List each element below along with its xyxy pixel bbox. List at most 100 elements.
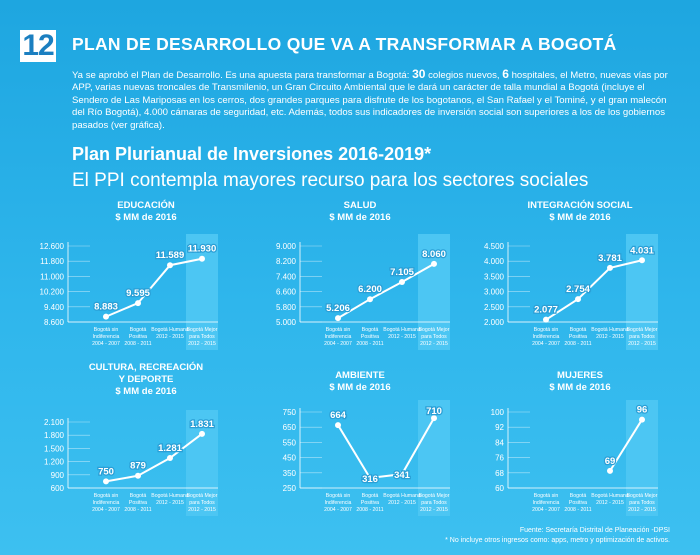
highlight-panel	[626, 234, 658, 350]
chart-title-line: MUJERES	[557, 370, 603, 381]
chart-title-line: INTEGRACIÓN SOCIAL	[527, 199, 632, 211]
x-category-label: Positiva	[129, 334, 147, 340]
section-title: Plan Plurianual de Inversiones 2016-2019…	[72, 144, 432, 164]
x-category-label: Indiferencia	[93, 500, 120, 506]
y-tick-label: 84	[495, 438, 504, 447]
highlight-panel	[186, 234, 218, 350]
data-point	[639, 416, 645, 423]
x-category-label: Bogotá sin	[326, 493, 351, 499]
x-category-label: Bogotá Mejor	[187, 493, 218, 499]
y-tick-label: 8.200	[276, 257, 297, 266]
x-category-label: 2004 - 2007	[324, 341, 352, 347]
intro-text-rest: hospitales, el Metro, nuevas vías por AP…	[72, 70, 668, 131]
x-category-label: Bogotá	[130, 327, 147, 333]
y-tick-label: 9.000	[276, 242, 297, 251]
data-value-label: 1.281	[158, 443, 182, 454]
y-tick-label: 11.800	[40, 257, 64, 266]
data-value-label: 710	[426, 406, 442, 417]
x-category-label: 2012 - 2015	[188, 507, 216, 513]
x-category-label: 2008 - 2011	[564, 341, 591, 347]
page-title: PLAN DE DESARROLLO QUE VA A TRANSFORMAR …	[72, 34, 617, 54]
x-category-label: Bogotá Humana	[591, 327, 629, 333]
x-category-label: para Todos	[421, 500, 447, 506]
x-category-label: Positiva	[361, 500, 379, 506]
x-category-label: Indiferencia	[93, 334, 120, 340]
series-line	[105, 257, 203, 318]
data-point	[431, 260, 437, 267]
data-value-label: 316	[362, 474, 378, 485]
y-tick-label: 3.500	[484, 272, 505, 281]
x-category-label: para Todos	[629, 500, 655, 506]
x-category-label: Bogotá sin	[94, 493, 119, 499]
x-category-label: Bogotá	[362, 327, 379, 333]
chart-title-line: SALUD	[344, 200, 377, 211]
x-category-label: para Todos	[189, 500, 215, 506]
intro-paragraph: Ya se aprobó el Plan de Desarrollo. Es u…	[72, 68, 672, 132]
x-category-label: Bogotá Mejor	[419, 327, 450, 333]
x-category-label: 2008 - 2011	[564, 507, 591, 513]
data-value-label: 11.930	[188, 244, 217, 255]
x-category-label: Positiva	[361, 334, 379, 340]
x-category-label: Bogotá	[570, 327, 587, 333]
data-value-label: 341	[394, 470, 411, 481]
y-tick-label: 1.200	[44, 458, 65, 467]
intro-highlight-schools: 30	[412, 67, 426, 81]
data-point	[103, 478, 109, 485]
x-category-label: 2012 - 2015	[628, 507, 656, 513]
highlight-panel	[418, 234, 450, 350]
x-category-label: Positiva	[569, 500, 587, 506]
x-category-label: 2008 - 2011	[124, 507, 151, 513]
x-category-label: 2008 - 2011	[124, 341, 151, 347]
data-value-label: 879	[130, 461, 146, 472]
x-category-label: Bogotá sin	[534, 493, 559, 499]
data-point	[639, 257, 645, 264]
x-category-label: Indiferencia	[533, 334, 560, 340]
y-tick-label: 100	[491, 408, 505, 417]
y-tick-label: 1.800	[44, 431, 65, 440]
x-category-label: 2004 - 2007	[92, 507, 120, 513]
x-category-label: Bogotá	[130, 493, 147, 499]
data-value-label: 9.595	[126, 288, 150, 299]
footer-note: * No incluye otros ingresos como: apps, …	[445, 537, 670, 544]
x-category-label: 2004 - 2007	[324, 507, 352, 513]
highlight-panel	[186, 410, 218, 516]
x-category-label: Bogotá sin	[534, 327, 559, 333]
chart-title-line: Y DEPORTE	[119, 374, 174, 385]
data-value-label: 96	[637, 405, 648, 416]
data-point	[367, 296, 373, 303]
footer-source: Fuente: Secretaría Distrital de Planeaci…	[519, 527, 670, 534]
data-point	[199, 255, 205, 262]
intro-text-start: Ya se aprobó el Plan de Desarrollo. Es u…	[72, 70, 413, 81]
x-category-label: 2012 - 2015	[156, 334, 184, 340]
y-tick-label: 900	[51, 471, 65, 480]
y-tick-label: 10.200	[40, 288, 65, 297]
series-line	[609, 419, 643, 472]
series-line	[337, 262, 435, 319]
data-point	[103, 313, 109, 320]
x-category-label: 2012 - 2015	[628, 341, 656, 347]
y-tick-label: 5.800	[276, 303, 297, 312]
x-category-label: 2012 - 2015	[388, 500, 416, 506]
data-value-label: 3.781	[598, 253, 622, 264]
series-line	[337, 417, 435, 480]
x-category-label: Bogotá sin	[94, 327, 119, 333]
x-category-label: Bogotá Humana	[591, 493, 629, 499]
y-tick-label: 68	[495, 469, 504, 478]
data-value-label: 664	[330, 410, 347, 421]
data-value-label: 750	[98, 466, 114, 477]
x-category-label: Bogotá	[362, 493, 379, 499]
data-value-label: 2.754	[566, 284, 590, 295]
footer: Fuente: Secretaría Distrital de Planeaci…	[445, 526, 670, 546]
x-category-label: Bogotá	[570, 493, 587, 499]
section-subtitle: El PPI contempla mayores recurso para lo…	[72, 170, 589, 191]
x-category-label: para Todos	[189, 334, 215, 340]
y-tick-label: 5.000	[276, 318, 297, 327]
series-line	[105, 433, 203, 483]
x-category-label: para Todos	[421, 334, 447, 340]
data-value-label: 11.589	[156, 250, 185, 261]
x-category-label: 2012 - 2015	[188, 341, 216, 347]
y-tick-label: 750	[283, 408, 297, 417]
x-category-label: Bogotá Mejor	[187, 327, 218, 333]
data-point	[399, 471, 405, 478]
